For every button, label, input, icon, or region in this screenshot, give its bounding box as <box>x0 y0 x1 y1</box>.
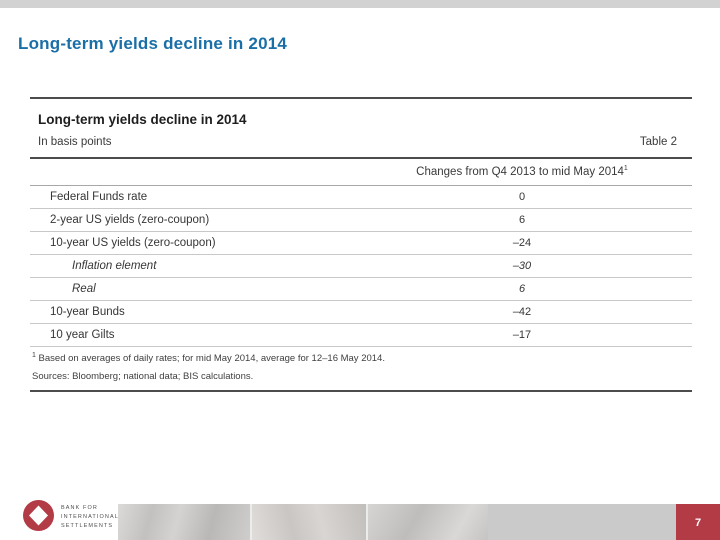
table-title: Long-term yields decline in 2014 <box>38 112 247 127</box>
row-label: Federal Funds rate <box>50 191 148 203</box>
bis-logo-diamond-icon <box>29 505 48 526</box>
table-row: 2-year US yields (zero-coupon) 6 <box>30 209 692 232</box>
row-label: 2-year US yields (zero-coupon) <box>50 214 210 226</box>
yields-table: Long-term yields decline in 2014 In basi… <box>30 97 692 392</box>
column-header: Changes from Q4 2013 to mid May 20141 <box>416 165 628 178</box>
row-label: Real <box>72 283 96 295</box>
table-row: 10-year Bunds –42 <box>30 301 692 324</box>
table-footnotes: 1 Based on averages of daily rates; for … <box>30 347 692 390</box>
table-subtitle-row: In basis points Table 2 <box>30 127 692 159</box>
row-value: 0 <box>518 191 526 203</box>
row-label: 10-year Bunds <box>50 306 125 318</box>
top-accent-bar <box>0 0 720 8</box>
table-row: Federal Funds rate 0 <box>30 186 692 209</box>
slide-title: Long-term yields decline in 2014 <box>18 34 288 53</box>
footer-photo-strip <box>118 504 676 540</box>
column-header-footnote-ref: 1 <box>623 165 628 173</box>
logo-line: SETTLEMENTS <box>61 523 114 529</box>
logo-line: INTERNATIONAL <box>61 514 119 520</box>
bis-logo-wordmark: BANK FOR INTERNATIONAL SETTLEMENTS <box>61 504 119 531</box>
logo-line: BANK FOR <box>61 505 98 511</box>
table-row: Real 6 <box>30 278 692 301</box>
row-value: –30 <box>512 260 532 272</box>
photo-divider <box>366 504 368 540</box>
table-row: 10-year US yields (zero-coupon) –24 <box>30 232 692 255</box>
footnote-ref: 1 <box>32 351 36 359</box>
table-footnote: 1 Based on averages of daily rates; for … <box>32 351 385 364</box>
row-value: –42 <box>512 306 532 318</box>
row-value: –24 <box>512 237 532 249</box>
page-number: 7 <box>694 517 702 529</box>
row-label: Inflation element <box>72 260 157 272</box>
row-label: 10 year Gilts <box>50 329 115 341</box>
footer-photo-3 <box>368 504 488 540</box>
table-row: Inflation element –30 <box>30 255 692 278</box>
page-number-box: 7 <box>676 504 720 540</box>
row-value: 6 <box>518 283 526 295</box>
row-value: –17 <box>512 329 532 341</box>
table-unit-note: In basis points <box>38 136 112 148</box>
table-label: Table 2 <box>639 136 677 148</box>
footer-photo-2 <box>252 504 366 540</box>
footer-gray-filler <box>488 504 676 540</box>
table-sources: Sources: Bloomberg; national data; BIS c… <box>32 371 254 382</box>
footer-photo-1 <box>118 504 250 540</box>
row-label: 10-year US yields (zero-coupon) <box>50 237 216 249</box>
table-row: 10 year Gilts –17 <box>30 324 692 347</box>
photo-divider <box>250 504 252 540</box>
bis-logo-icon <box>23 500 54 531</box>
table-column-header-row: Changes from Q4 2013 to mid May 20141 <box>30 159 692 186</box>
row-value: 6 <box>518 214 526 226</box>
